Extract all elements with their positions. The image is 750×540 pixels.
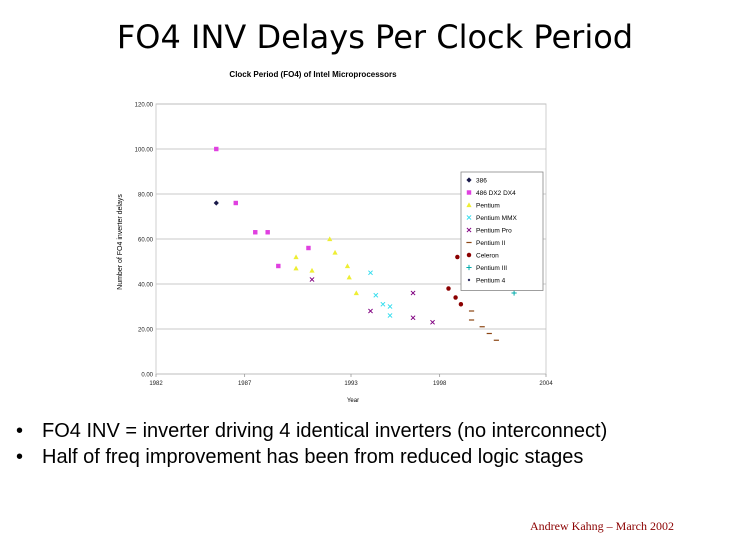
- data-point: [373, 292, 379, 298]
- legend-box: [460, 171, 544, 291]
- data-point: [368, 308, 373, 314]
- y-tick-label: 0.00: [141, 373, 153, 379]
- data-point: [446, 286, 451, 291]
- data-point: [387, 304, 393, 309]
- data-point: [265, 230, 270, 235]
- chart-title: Clock Period (FO4) of Intel Microprocess…: [229, 70, 397, 79]
- x-tick-label: 2004: [539, 381, 553, 387]
- legend-entry: 486 DX2 DX4: [476, 190, 516, 197]
- x-tick-label: 1987: [238, 381, 252, 387]
- data-point: [253, 230, 258, 235]
- y-tick-label: 40.00: [138, 283, 154, 289]
- legend-entry: Pentium II: [476, 240, 505, 247]
- marker-stroke: [368, 308, 373, 314]
- x-tick-label: 1993: [344, 381, 358, 387]
- data-point: [353, 290, 359, 296]
- data-point: [368, 270, 373, 276]
- legend-marker: [466, 190, 472, 195]
- marker-stroke: [368, 270, 373, 276]
- x-tick-label: 1982: [149, 381, 163, 387]
- legend-marker: [466, 202, 472, 208]
- legend: 386 486 DX2 DX4 Pentium Pentium MMX Pentium …: [460, 171, 544, 291]
- data-point: [233, 200, 238, 206]
- scatter-chart: Clock Period (FO4) of Intel Microprocess…: [117, 70, 554, 404]
- legend-marker: [466, 264, 472, 271]
- data-point: [309, 267, 315, 273]
- data-point: [387, 313, 393, 318]
- marker-stroke: [373, 292, 379, 298]
- legend-entry: Celeron: [476, 253, 499, 260]
- data-point: [293, 254, 299, 260]
- data-point: [327, 236, 333, 242]
- legend-marker: [466, 215, 472, 220]
- marker-stroke: [387, 304, 393, 309]
- legend-marker: [466, 252, 472, 258]
- legend-marker: [466, 227, 472, 233]
- legend-marker: [467, 278, 471, 282]
- footer-author: Andrew Kahng – March 2002: [530, 519, 674, 533]
- y-tick-label: 100.00: [135, 148, 154, 154]
- y-tick-label: 80.00: [138, 193, 154, 199]
- legend-entry: Pentium 4: [476, 278, 506, 285]
- data-point: [346, 274, 352, 280]
- marker-stroke: [410, 315, 416, 321]
- marker-stroke: [466, 215, 472, 220]
- data-point: [276, 263, 281, 269]
- data-point: [458, 302, 464, 307]
- bullet-marker: •: [16, 446, 24, 468]
- y-tick-label: 20.00: [138, 328, 154, 334]
- bullet-list: • FO4 INV = inverter driving 4 identical …: [16, 418, 746, 470]
- data-point: [453, 295, 458, 300]
- y-tick-label: 60.00: [138, 238, 154, 244]
- bullet-item: • Half of freq improvement has been from …: [16, 444, 746, 470]
- legend-entry: 386: [476, 178, 487, 185]
- x-tick-label: 1998: [433, 381, 447, 387]
- slide-title: FO4 INV Delays Per Clock Period: [116, 18, 634, 56]
- legend-marker: [466, 177, 472, 183]
- data-point: [511, 290, 517, 296]
- data-point: [213, 200, 219, 206]
- marker-stroke: [387, 313, 393, 318]
- marker-stroke: [466, 227, 472, 233]
- data-point: [430, 319, 435, 325]
- bullet-marker: •: [16, 420, 24, 442]
- marker-stroke: [430, 319, 435, 325]
- data-point: [410, 315, 416, 321]
- marker-stroke: [380, 301, 386, 307]
- data-point: [309, 277, 315, 282]
- data-point: [455, 254, 460, 260]
- marker-stroke: [309, 277, 315, 282]
- marker-stroke: [410, 290, 416, 296]
- data-point: [344, 263, 351, 269]
- data-point: [380, 301, 386, 307]
- y-tick-label: 120.00: [135, 103, 154, 109]
- legend-entry: Pentium III: [476, 265, 507, 272]
- x-axis-label: Year: [347, 398, 359, 404]
- bullet-text: Half of freq improvement has been from r…: [42, 446, 584, 468]
- bullet-text: FO4 INV = inverter driving 4 identical i…: [42, 420, 608, 442]
- y-axis-label: Number of FO4 inverter delays: [117, 194, 124, 290]
- legend-entry: Pentium MMX: [476, 215, 517, 222]
- data-point: [332, 249, 338, 255]
- data-point: [410, 290, 416, 296]
- plot-area: 0.00 20.00 40.00 60.00 80.00 100.00 120.00 1982…: [135, 103, 554, 388]
- data-point: [306, 245, 311, 251]
- legend-entry: Pentium Pro: [476, 228, 512, 235]
- data-point: [214, 146, 219, 152]
- legend-entry: Pentium: [476, 203, 500, 210]
- bullet-item: • FO4 INV = inverter driving 4 identical …: [16, 418, 746, 444]
- data-point: [293, 265, 299, 271]
